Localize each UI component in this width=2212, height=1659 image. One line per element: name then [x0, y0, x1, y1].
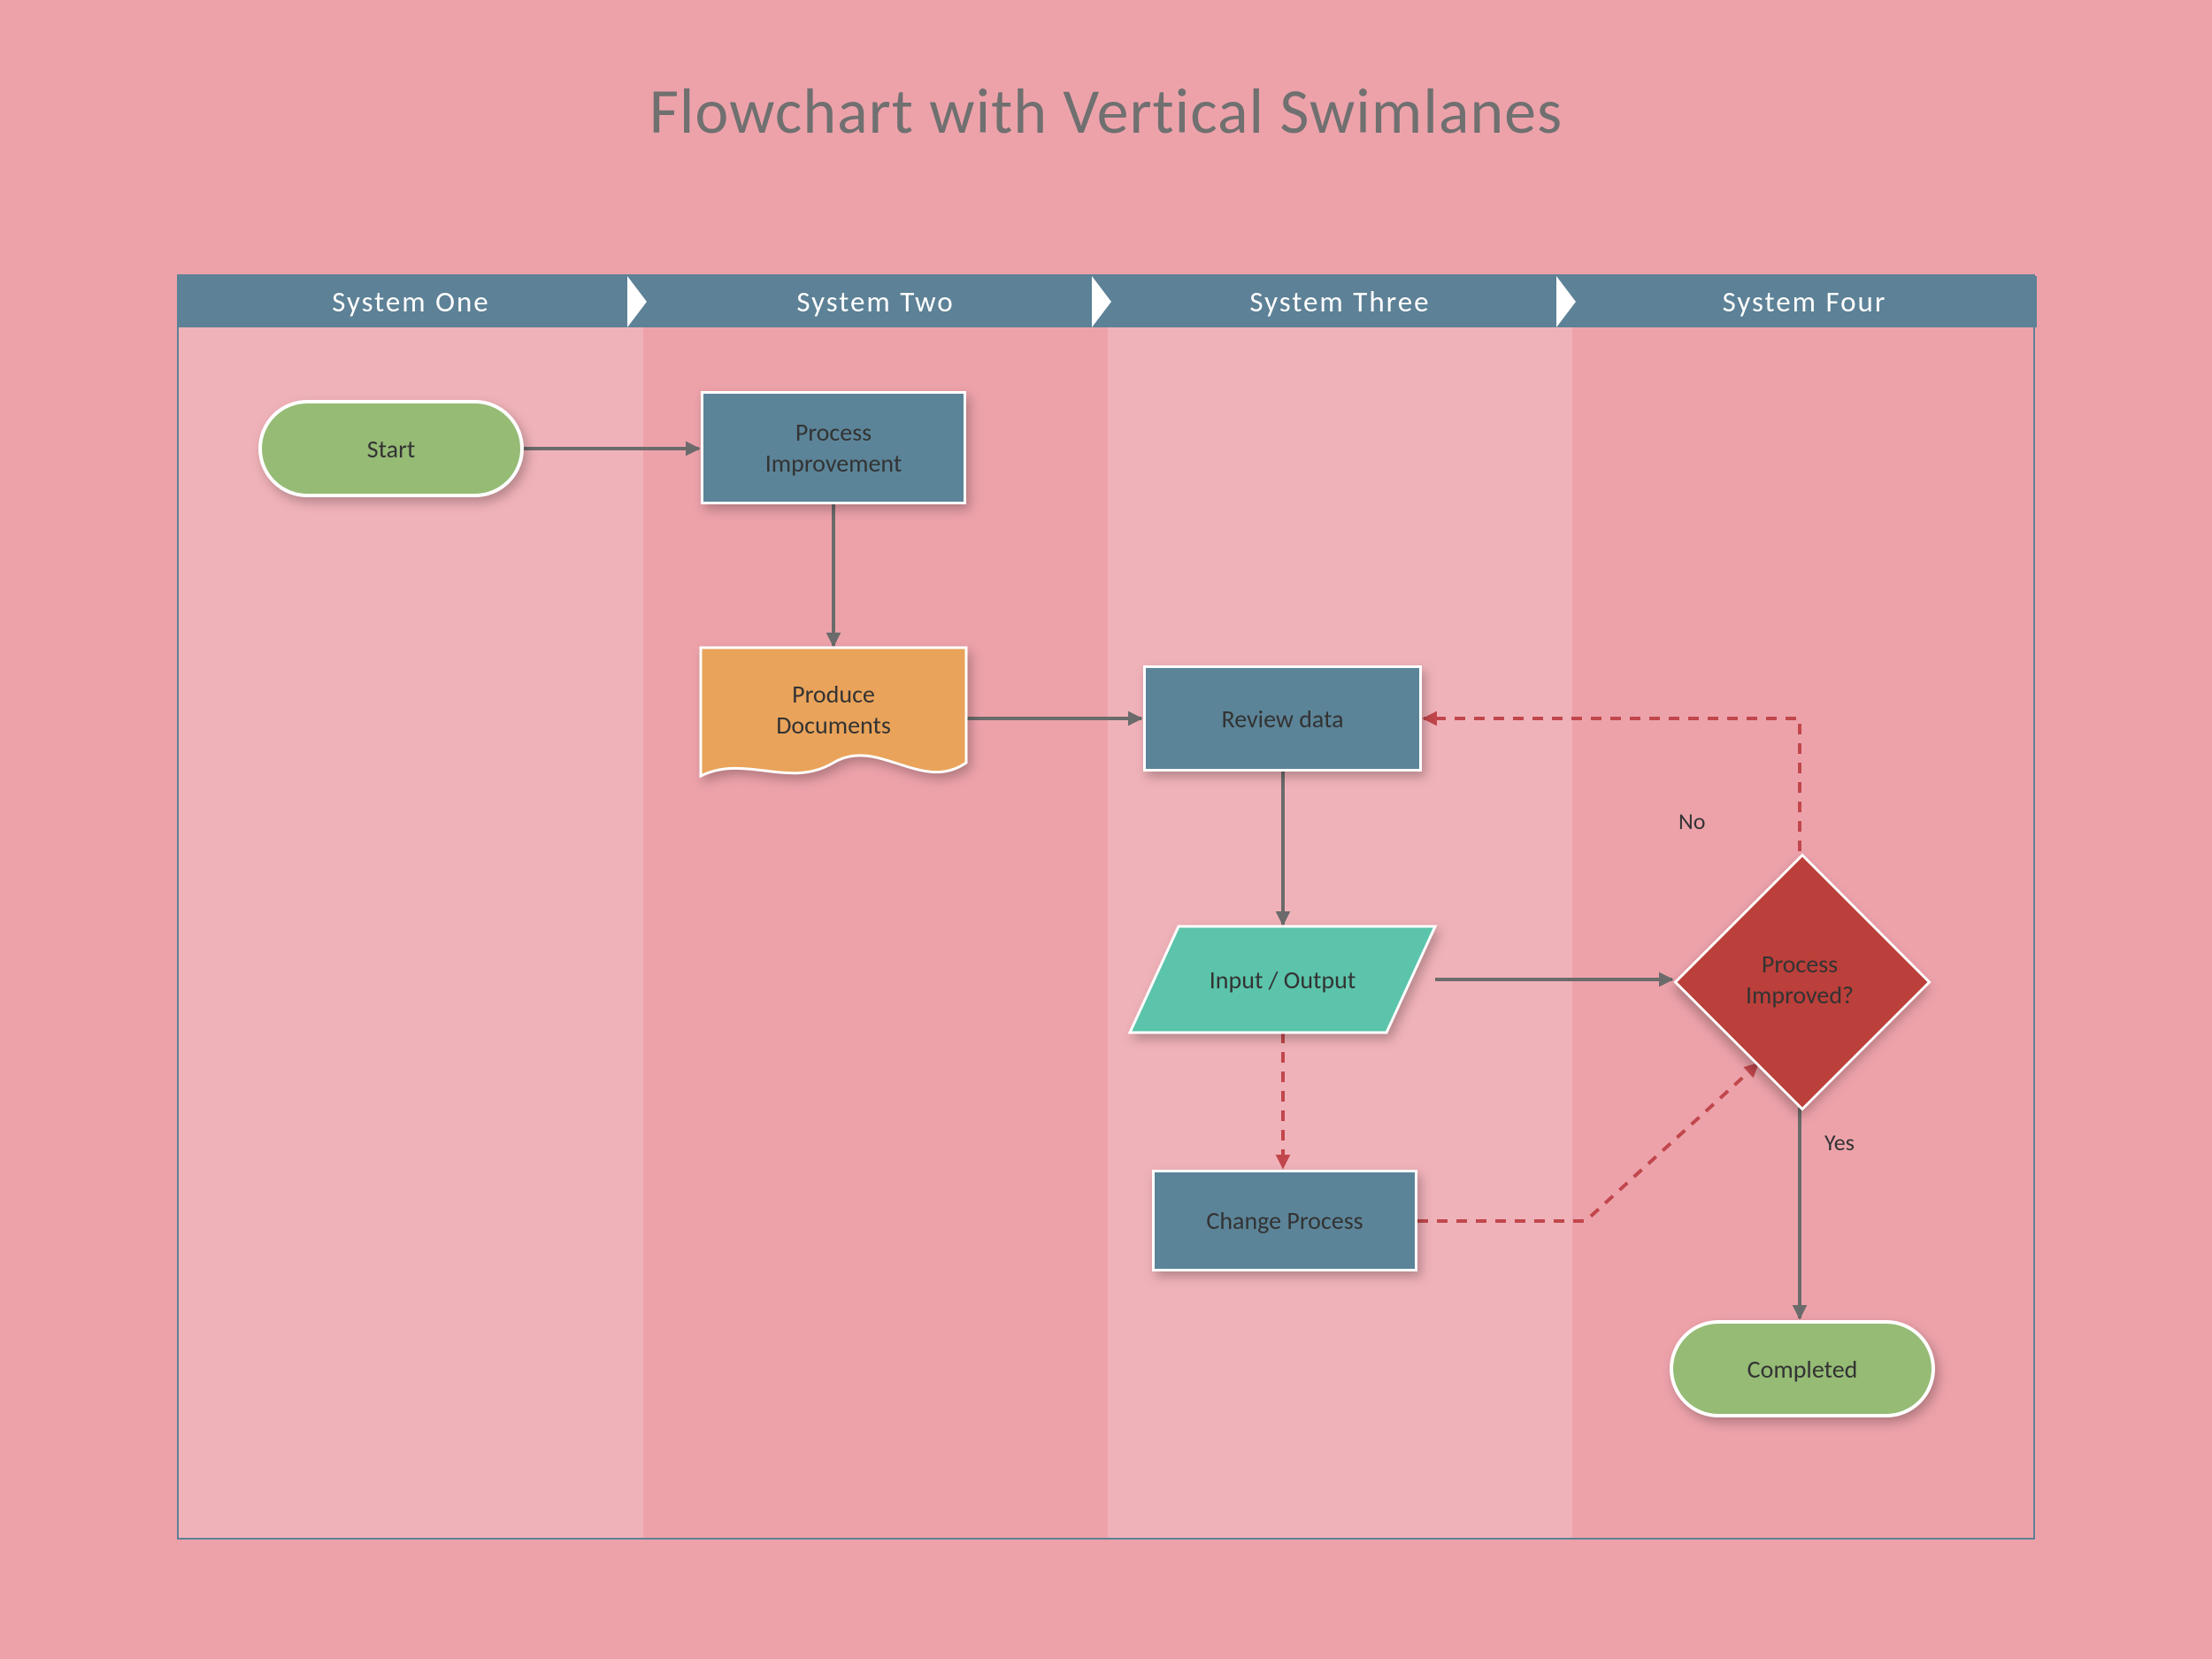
page-title: Flowchart with Vertical Swimlanes — [0, 73, 2212, 150]
edge-label-no: No — [1678, 807, 1706, 835]
node-review-data-label: Review data — [1221, 703, 1343, 734]
node-start: Start — [258, 400, 524, 497]
node-review-data: Review data — [1143, 665, 1422, 772]
page-canvas: Flowchart with Vertical Swimlanes System… — [0, 0, 2212, 1659]
edge-decision-no-back — [1424, 718, 1800, 851]
node-completed: Completed — [1670, 1320, 1935, 1417]
decision-shape — [1673, 853, 1931, 1110]
document-shape — [701, 648, 966, 789]
node-change-process-label: Change Process — [1206, 1205, 1363, 1236]
node-change-process: Change Process — [1152, 1170, 1417, 1271]
node-completed-label: Completed — [1747, 1354, 1858, 1385]
node-decision: ProcessImproved? — [1672, 852, 1927, 1107]
node-input-output: Input / Output — [1130, 926, 1435, 1033]
parallelogram-shape — [1130, 926, 1435, 1033]
node-start-label: Start — [367, 434, 415, 465]
node-produce-documents: ProduceDocuments — [701, 648, 966, 789]
swimlane-frame: System One System Two System Three Syste… — [177, 274, 2035, 1540]
node-process-improvement: ProcessImprovement — [701, 391, 966, 504]
node-process-improvement-label: ProcessImprovement — [765, 417, 902, 479]
edge-label-yes: Yes — [1824, 1128, 1855, 1156]
